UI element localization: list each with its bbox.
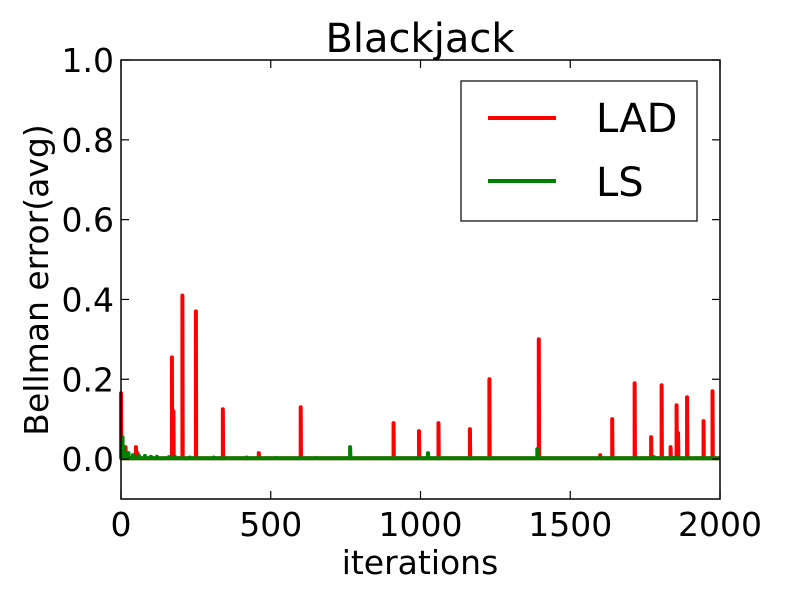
y-tick-label: 1.0 bbox=[62, 41, 114, 80]
x-tick-label: 1000 bbox=[379, 505, 463, 544]
series-line-lad bbox=[119, 293, 720, 461]
legend: LAD LS bbox=[460, 80, 698, 222]
series-layer bbox=[119, 293, 720, 461]
plot-frame bbox=[120, 59, 721, 500]
x-tick-label: 1500 bbox=[528, 505, 612, 544]
y-tick-label: 0.0 bbox=[62, 440, 114, 479]
ticks-layer: 0 500 1000 1500 2000 0.0 0.2 0.4 0.6 0.8 1.0 bbox=[62, 41, 762, 544]
legend-label-ls: LS bbox=[596, 160, 644, 206]
y-tick-label: 0.8 bbox=[62, 121, 114, 160]
y-tick-label: 0.4 bbox=[62, 280, 114, 319]
series-line-ls bbox=[119, 435, 720, 461]
x-tick-label: 500 bbox=[239, 505, 302, 544]
y-tick-label: 0.6 bbox=[62, 201, 114, 240]
legend-label-lad: LAD bbox=[596, 96, 677, 142]
legend-box bbox=[460, 80, 698, 222]
x-tick-label: 0 bbox=[111, 505, 132, 544]
x-axis-label: iterations bbox=[342, 543, 499, 582]
x-tick-label: 2000 bbox=[678, 505, 762, 544]
chart-title: Blackjack bbox=[325, 16, 515, 62]
y-tick-label: 0.2 bbox=[62, 360, 114, 399]
y-axis-label: Bellman error(avg) bbox=[17, 124, 56, 435]
